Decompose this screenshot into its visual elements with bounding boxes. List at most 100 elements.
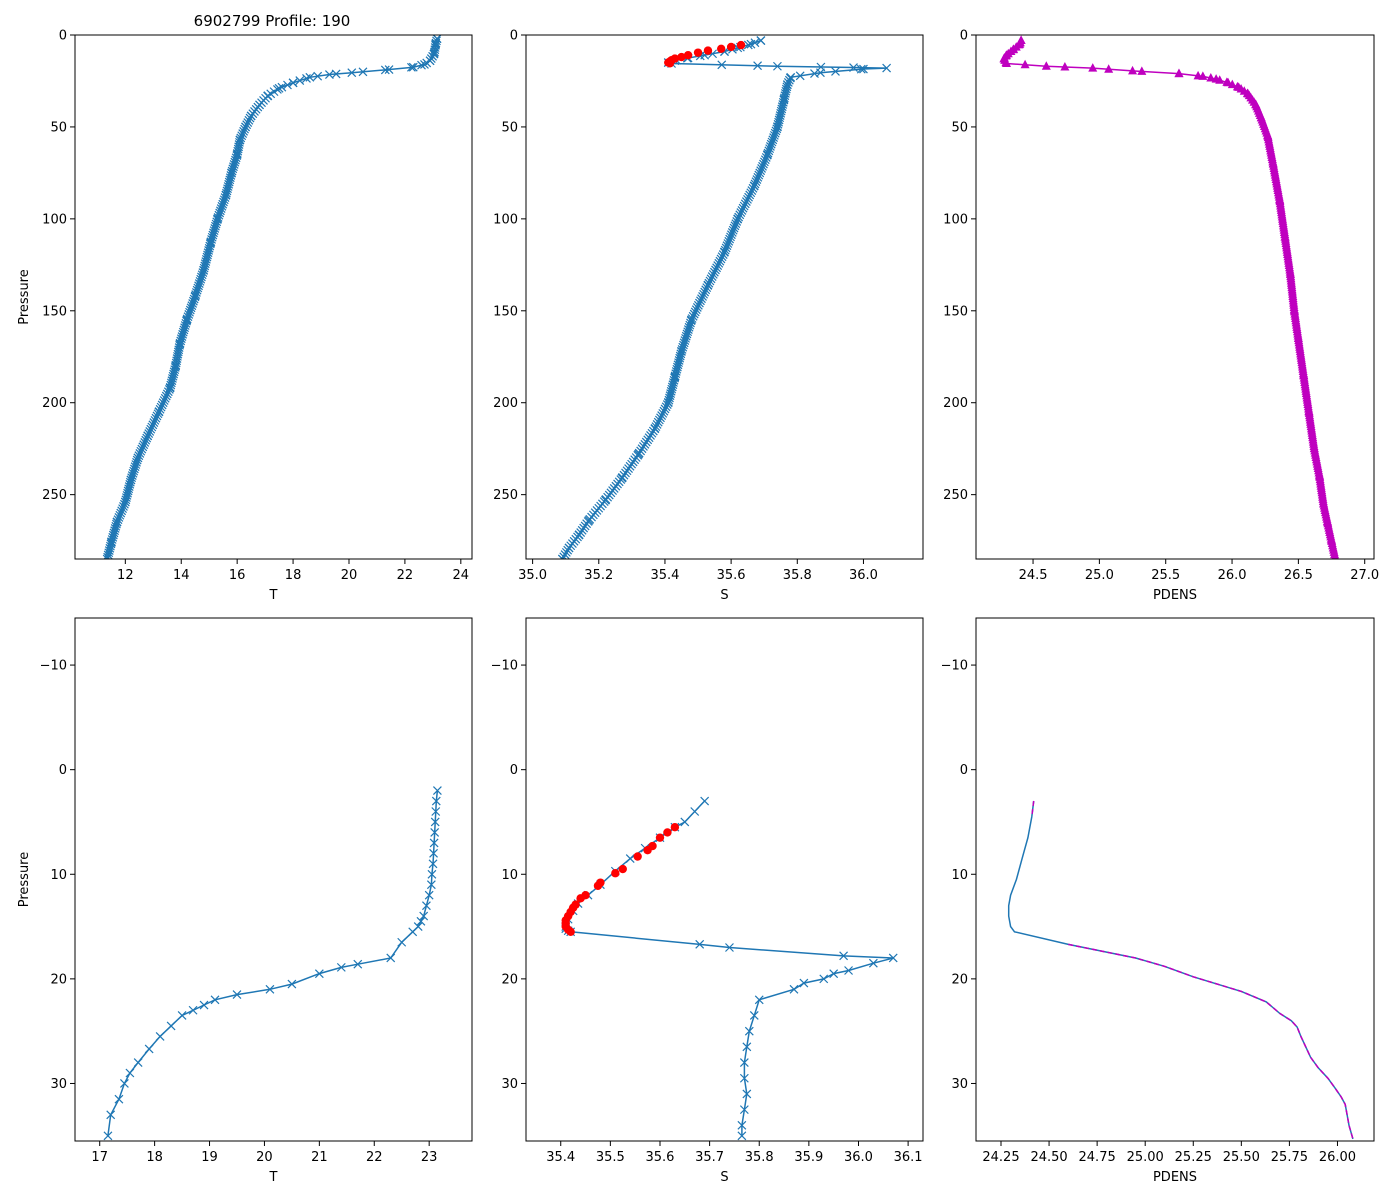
data-point: [133, 1058, 143, 1067]
data-point: [384, 65, 394, 74]
data-point: [753, 172, 763, 182]
data-point: [336, 962, 346, 972]
data-point: [1332, 554, 1339, 559]
data-point: [735, 210, 745, 220]
data-point: [302, 73, 311, 83]
data-point: [151, 413, 161, 423]
plot-area: [561, 796, 898, 1141]
data-point: [744, 192, 754, 202]
data-point: [313, 71, 323, 81]
data-point: [696, 296, 705, 306]
data-point: [661, 402, 671, 412]
x-axis-label: S: [720, 1170, 728, 1185]
data-point: [754, 170, 764, 180]
data-point: [670, 823, 680, 832]
data-point: [725, 943, 734, 952]
x-axis-label: T: [269, 1170, 278, 1185]
x-tick-label: 26.0: [1218, 568, 1247, 583]
data-point: [697, 294, 706, 304]
data-point: [716, 254, 726, 264]
data-point: [237, 131, 247, 141]
data-point: [743, 194, 752, 204]
data-point: [141, 435, 151, 445]
data-point: [680, 817, 690, 827]
y-tick-label: 50: [951, 120, 968, 135]
data-point: [119, 501, 128, 511]
data-point: [557, 554, 567, 559]
data-point: [737, 205, 747, 215]
series-line-PDENS: [1003, 40, 1337, 559]
series-markers-S: [557, 36, 892, 559]
data-point: [103, 1131, 113, 1141]
data-point: [427, 869, 437, 879]
axes-frame: [975, 34, 1375, 560]
y-tick-label: 30: [501, 1077, 518, 1092]
data-point: [750, 38, 760, 48]
data-point: [810, 69, 819, 79]
y-tick-label: 0: [510, 29, 518, 44]
y-tick-label: 10: [501, 868, 518, 883]
data-point: [651, 422, 661, 432]
data-point: [147, 422, 157, 432]
data-point: [246, 111, 256, 121]
data-point: [137, 444, 147, 454]
series-line-PDENS-dash: [1031, 800, 1035, 817]
series-line-S: [561, 39, 887, 559]
data-point: [408, 62, 418, 72]
x-axis-label: PDENS: [1153, 1170, 1197, 1185]
data-point: [156, 402, 166, 412]
data-point: [618, 864, 627, 874]
y-tick-label: 10: [951, 868, 968, 883]
data-point: [232, 990, 242, 999]
data-point: [240, 124, 250, 134]
y-tick-label: 10: [50, 868, 67, 883]
data-point: [690, 307, 700, 317]
data-point: [416, 916, 426, 926]
data-point: [688, 311, 698, 321]
data-point: [242, 120, 252, 130]
data-point: [740, 199, 750, 209]
data-point: [759, 159, 768, 169]
y-tick-label: 50: [50, 120, 67, 135]
data-point: [210, 995, 220, 1005]
data-point: [593, 881, 603, 890]
data-point: [658, 408, 668, 418]
data-point: [1020, 59, 1030, 69]
data-point: [693, 48, 703, 57]
data-point: [704, 278, 714, 288]
y-tick-label: −10: [40, 659, 67, 674]
data-point: [753, 61, 763, 71]
data-point: [662, 400, 672, 409]
data-point: [1222, 77, 1232, 86]
x-tick-label: 24: [453, 568, 470, 583]
data-point: [430, 817, 440, 827]
x-tick-label: 24.50: [1030, 1150, 1067, 1165]
data-point: [745, 190, 755, 200]
y-tick-label: 150: [42, 304, 67, 319]
axes-frame: [525, 617, 924, 1142]
y-tick-label: 250: [42, 488, 67, 503]
data-point: [709, 267, 719, 277]
data-point: [693, 300, 703, 310]
data-point: [144, 1044, 154, 1054]
data-point: [625, 854, 635, 864]
x-tick-label: 25.00: [1127, 1150, 1164, 1165]
x-tick-label: 25.50: [1223, 1150, 1260, 1165]
data-point: [305, 72, 315, 82]
data-point: [711, 265, 720, 275]
data-point: [750, 179, 760, 189]
x-tick-label: 20: [256, 1150, 273, 1165]
x-tick-label: 35.8: [783, 568, 812, 583]
x-tick-label: 35.5: [596, 1150, 625, 1165]
data-point: [148, 420, 158, 430]
x-tick-label: 25.75: [1271, 1150, 1308, 1165]
data-point: [713, 261, 723, 270]
y-tick-label: −10: [491, 659, 518, 674]
y-tick-label: 30: [951, 1077, 968, 1092]
y-tick-label: 150: [493, 304, 518, 319]
data-point: [155, 1031, 165, 1041]
y-tick-label: 20: [501, 972, 518, 987]
x-tick-label: 18: [146, 1150, 163, 1165]
data-point: [691, 305, 701, 315]
